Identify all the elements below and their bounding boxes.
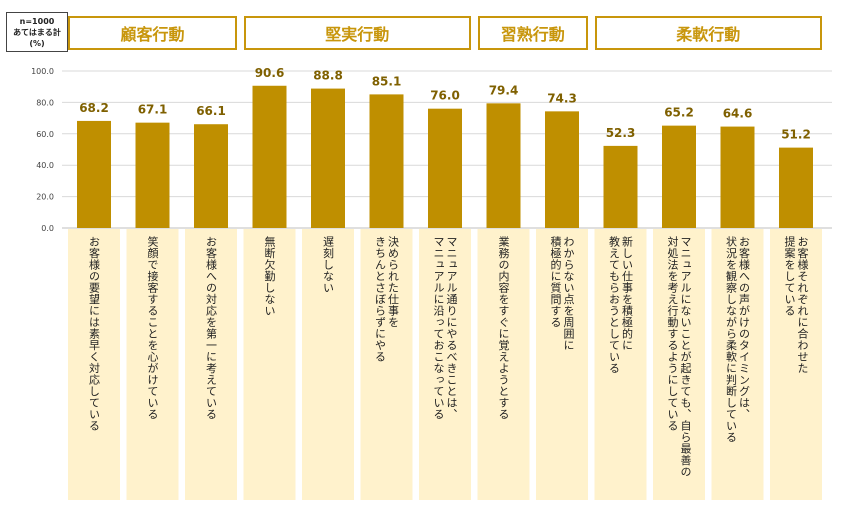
category-label-background (68, 229, 120, 500)
category-label: きちんとさぼらずにやる (374, 236, 387, 363)
category-label: わからない点を周囲に (562, 236, 575, 351)
category-label: お客様への対応を第一に考えている (205, 236, 218, 420)
data-label: 74.3 (547, 91, 577, 105)
category-label-background (126, 229, 179, 500)
data-label: 66.1 (196, 104, 226, 118)
category-label-background (653, 229, 705, 500)
category-label: マニュアルにないことが起きても、自ら最善の (679, 236, 692, 478)
bar (486, 103, 521, 228)
measure-label: あてはまる計 (13, 28, 61, 37)
data-label: 67.1 (138, 103, 168, 117)
category-label: 教えてもらおうとしている (608, 236, 621, 374)
category-label: 笑顔で接客することを心がけている (146, 235, 159, 420)
group-header: 堅実行動 (243, 16, 471, 50)
data-label: 88.8 (313, 69, 343, 83)
category-label-background (477, 229, 530, 500)
category-label: お客様それぞれに合わせた (796, 236, 809, 374)
bar (252, 85, 287, 229)
category-label-background (770, 229, 822, 500)
y-tick-label: 60.0 (36, 130, 54, 139)
category-label-background (185, 229, 237, 500)
category-label: 状況を観察しながら柔軟に判断している (725, 235, 738, 443)
category-label: 業務の内容をすぐに覚えようとする (497, 236, 510, 420)
category-label-background (711, 229, 764, 500)
data-label: 64.6 (723, 107, 753, 121)
sample-size-label: n=1000 (19, 17, 55, 26)
category-label-background (419, 229, 471, 500)
y-tick-label: 40.0 (36, 161, 54, 170)
y-tick-label: 100.0 (31, 67, 54, 76)
category-label: 新しい仕事を積極的に (621, 235, 634, 351)
data-label: 65.2 (664, 106, 694, 120)
bar (311, 88, 345, 228)
bar (194, 124, 228, 228)
bar (135, 122, 170, 228)
category-label: 決められた仕事を (387, 236, 400, 328)
category-label-background (243, 229, 296, 500)
y-tick-label: 80.0 (36, 98, 54, 107)
bar (428, 108, 462, 228)
data-label: 68.2 (79, 101, 109, 115)
group-header: 柔軟行動 (594, 16, 822, 50)
bar (603, 145, 638, 228)
category-label: マニュアル通りにやるべきことは、 (445, 236, 458, 420)
category-label: マニュアルに沿っておこなっている (432, 236, 445, 420)
data-label: 76.0 (430, 89, 460, 103)
group-header: 習熟行動 (477, 16, 588, 50)
y-tick-label: 20.0 (36, 193, 54, 202)
unit-label: (%) (29, 39, 45, 48)
sample-note-box: n=1000 あてはまる計 (%) (6, 12, 68, 52)
bar (779, 147, 813, 228)
category-label-background (536, 229, 588, 500)
bar (545, 111, 579, 228)
category-label: 対処法を考え行動するようにしている (666, 235, 679, 432)
y-tick-label: 0.0 (41, 224, 54, 233)
category-label: 提案をしている (783, 236, 796, 317)
data-label: 51.2 (781, 128, 811, 142)
bar (369, 94, 404, 228)
data-label: 79.4 (489, 83, 519, 97)
bar (720, 126, 755, 228)
data-label: 90.6 (255, 66, 285, 80)
category-label: 積極的に質問する (549, 235, 562, 328)
category-label-background (594, 229, 647, 500)
category-label: お客様への声がけのタイミングは、 (738, 236, 751, 420)
category-label: お客様の要望には素早く対応している (88, 236, 101, 432)
group-header: 顧客行動 (68, 16, 237, 50)
category-label-background (302, 229, 354, 500)
data-label: 85.1 (372, 74, 402, 88)
category-label: 無断欠勤しない (263, 235, 276, 317)
data-label: 52.3 (606, 126, 636, 140)
category-label-background (360, 229, 413, 500)
bar (77, 120, 111, 228)
category-label: 遅刻しない (322, 236, 335, 294)
bar (662, 125, 696, 228)
